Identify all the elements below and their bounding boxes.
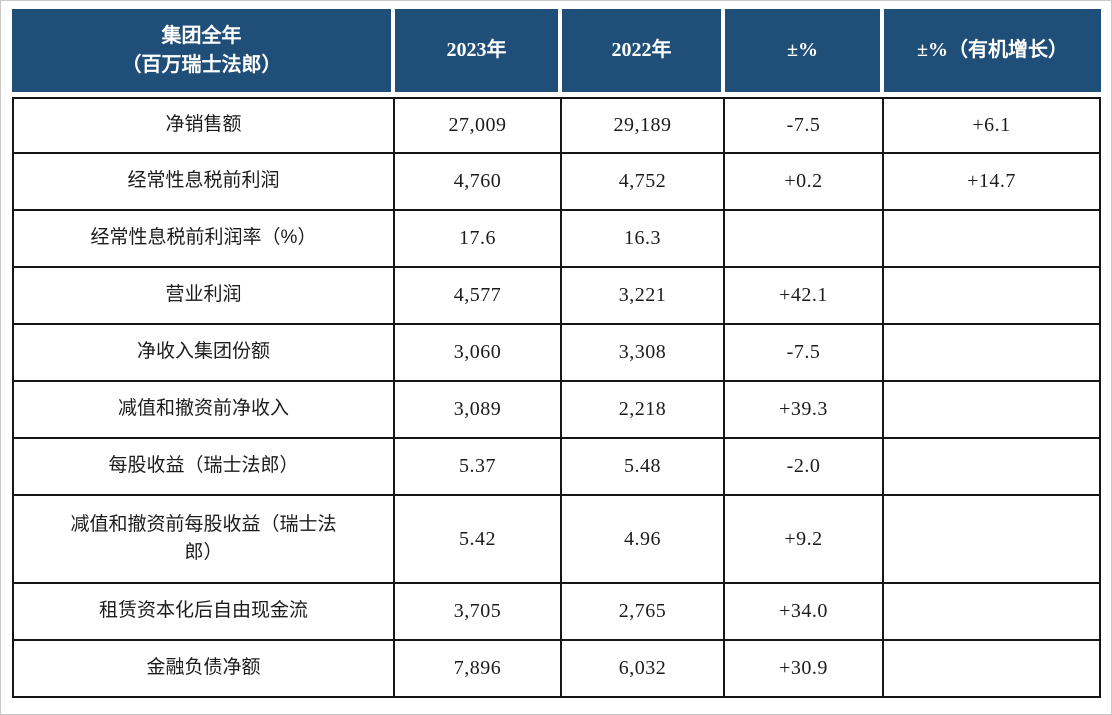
table-row: 减值和撤资前净收入 3,089 2,218 +39.3 — [12, 382, 1101, 439]
value-2023: 4,760 — [395, 154, 562, 211]
value-change-pct: +30.9 — [725, 641, 884, 698]
value-organic-pct: +6.1 — [884, 97, 1101, 154]
value-organic-pct — [884, 211, 1101, 268]
value-2022: 2,218 — [562, 382, 725, 439]
value-organic-pct — [884, 325, 1101, 382]
header-year-2023: 2023年 — [395, 9, 562, 97]
value-2023: 3,060 — [395, 325, 562, 382]
row-label: 减值和撤资前净收入 — [12, 382, 395, 439]
value-change-pct: +0.2 — [725, 154, 884, 211]
row-label: 营业利润 — [12, 268, 395, 325]
row-label: 每股收益（瑞士法郎） — [12, 439, 395, 496]
value-2023: 5.37 — [395, 439, 562, 496]
value-change-pct: -7.5 — [725, 97, 884, 154]
financial-summary-table: 集团全年 （百万瑞士法郎） 2023年 2022年 ±% ±%（有机增长） 净销… — [12, 9, 1101, 698]
value-change-pct: +39.3 — [725, 382, 884, 439]
value-2022: 4.96 — [562, 496, 725, 584]
table-row: 营业利润 4,577 3,221 +42.1 — [12, 268, 1101, 325]
table-row: 经常性息税前利润率（%） 17.6 16.3 — [12, 211, 1101, 268]
header-group-title: 集团全年 — [161, 24, 242, 47]
value-2022: 16.3 — [562, 211, 725, 268]
value-2023: 3,089 — [395, 382, 562, 439]
value-2022: 6,032 — [562, 641, 725, 698]
row-label: 减值和撤资前每股收益（瑞士法郎） — [12, 496, 395, 584]
table-row: 经常性息税前利润 4,760 4,752 +0.2 +14.7 — [12, 154, 1101, 211]
value-2022: 4,752 — [562, 154, 725, 211]
value-2022: 5.48 — [562, 439, 725, 496]
table-row: 净销售额 27,009 29,189 -7.5 +6.1 — [12, 97, 1101, 154]
row-label: 经常性息税前利润 — [12, 154, 395, 211]
value-2022: 3,221 — [562, 268, 725, 325]
value-organic-pct — [884, 382, 1101, 439]
table-row: 租赁资本化后自由现金流 3,705 2,765 +34.0 — [12, 584, 1101, 641]
header-group-metric: 集团全年 （百万瑞士法郎） — [12, 9, 395, 97]
row-label: 经常性息税前利润率（%） — [12, 211, 395, 268]
value-change-pct: +9.2 — [725, 496, 884, 584]
value-2022: 2,765 — [562, 584, 725, 641]
table-row: 减值和撤资前每股收益（瑞士法郎） 5.42 4.96 +9.2 — [12, 496, 1101, 584]
table-row: 净收入集团份额 3,060 3,308 -7.5 — [12, 325, 1101, 382]
value-2023: 17.6 — [395, 211, 562, 268]
header-year-2022: 2022年 — [562, 9, 725, 97]
value-change-pct: -7.5 — [725, 325, 884, 382]
row-label: 金融负债净额 — [12, 641, 395, 698]
header-organic-growth-pct: ±%（有机增长） — [884, 9, 1101, 97]
value-2023: 3,705 — [395, 584, 562, 641]
value-2023: 4,577 — [395, 268, 562, 325]
value-change-pct: +42.1 — [725, 268, 884, 325]
row-label: 净销售额 — [12, 97, 395, 154]
value-organic-pct — [884, 641, 1101, 698]
value-2023: 27,009 — [395, 97, 562, 154]
header-group-unit: （百万瑞士法郎） — [121, 53, 282, 76]
table-row: 每股收益（瑞士法郎） 5.37 5.48 -2.0 — [12, 439, 1101, 496]
table-row: 金融负债净额 7,896 6,032 +30.9 — [12, 641, 1101, 698]
row-label: 租赁资本化后自由现金流 — [12, 584, 395, 641]
value-organic-pct — [884, 268, 1101, 325]
value-organic-pct — [884, 584, 1101, 641]
value-2022: 3,308 — [562, 325, 725, 382]
value-change-pct: +34.0 — [725, 584, 884, 641]
table-header-row: 集团全年 （百万瑞士法郎） 2023年 2022年 ±% ±%（有机增长） — [12, 9, 1101, 97]
value-organic-pct — [884, 439, 1101, 496]
value-change-pct: -2.0 — [725, 439, 884, 496]
row-label: 净收入集团份额 — [12, 325, 395, 382]
value-organic-pct: +14.7 — [884, 154, 1101, 211]
value-2023: 5.42 — [395, 496, 562, 584]
header-change-pct: ±% — [725, 9, 884, 97]
value-organic-pct — [884, 496, 1101, 584]
value-2022: 29,189 — [562, 97, 725, 154]
value-change-pct — [725, 211, 884, 268]
value-2023: 7,896 — [395, 641, 562, 698]
